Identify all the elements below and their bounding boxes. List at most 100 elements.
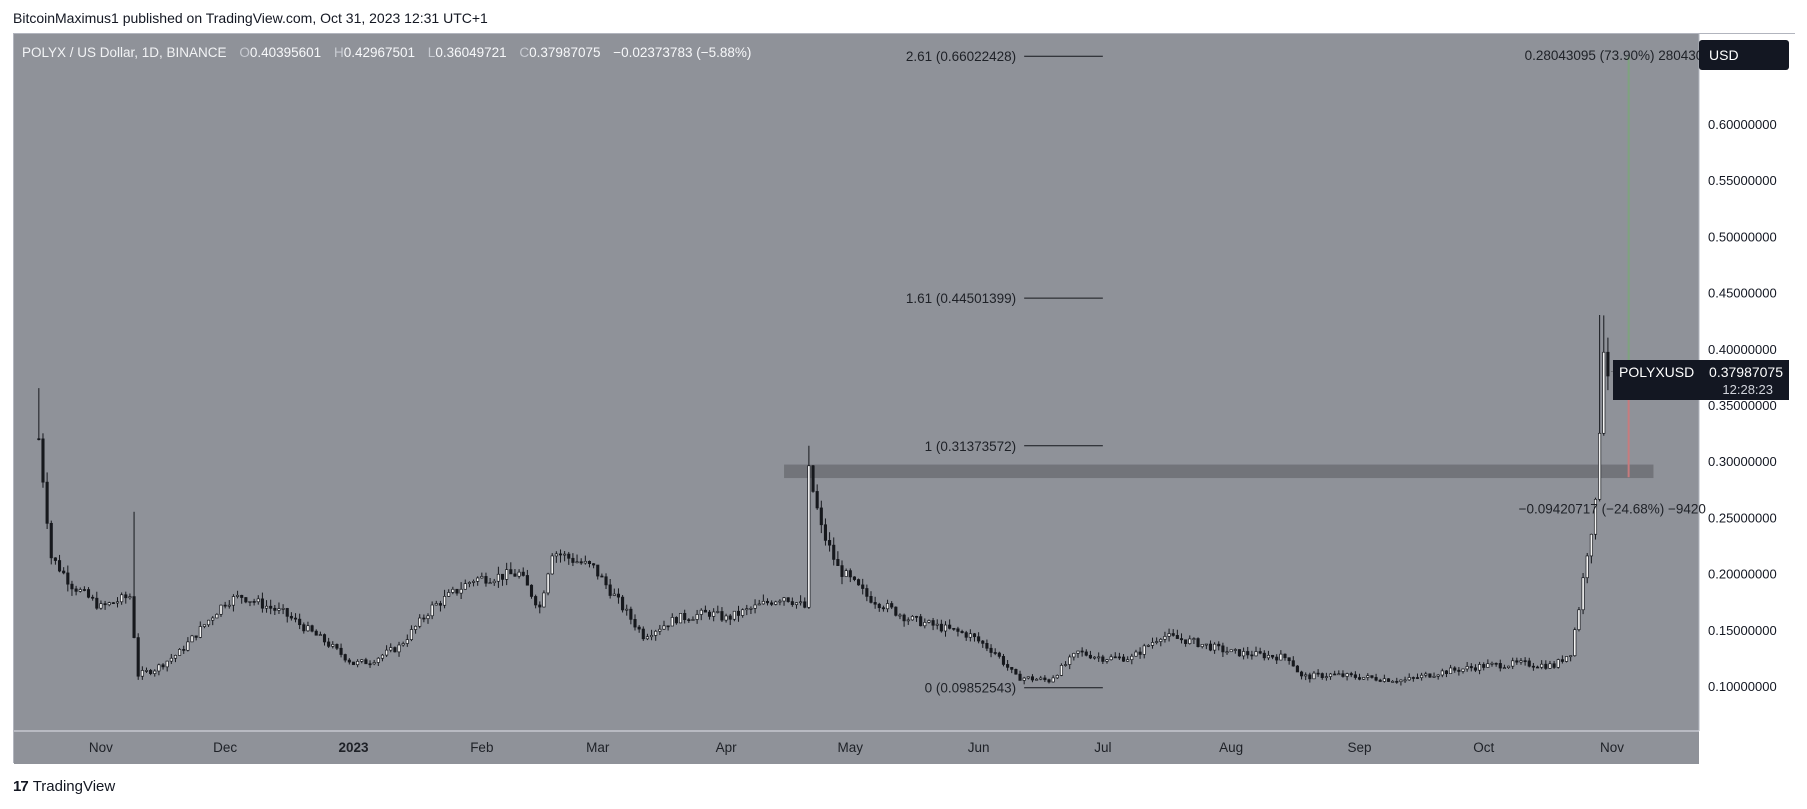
candle-body[interactable] bbox=[1440, 670, 1444, 676]
candle-body[interactable] bbox=[600, 575, 604, 578]
candle-body[interactable] bbox=[1337, 673, 1341, 676]
candle-body[interactable] bbox=[1146, 645, 1150, 647]
candle-body[interactable] bbox=[1039, 677, 1043, 680]
candle-body[interactable] bbox=[111, 602, 115, 604]
candle-body[interactable] bbox=[811, 465, 815, 492]
candle-body[interactable] bbox=[910, 616, 914, 621]
candle-body[interactable] bbox=[749, 608, 753, 610]
candle-body[interactable] bbox=[1076, 650, 1080, 654]
candle-body[interactable] bbox=[877, 603, 881, 609]
candle-body[interactable] bbox=[538, 604, 542, 608]
candle-body[interactable] bbox=[1130, 655, 1134, 660]
candle-body[interactable] bbox=[157, 664, 161, 672]
candle-body[interactable] bbox=[463, 583, 467, 590]
candle-body[interactable] bbox=[1010, 666, 1014, 670]
candle-body[interactable] bbox=[1527, 660, 1531, 667]
candle-body[interactable] bbox=[74, 588, 78, 592]
candle-body[interactable] bbox=[409, 629, 413, 640]
candle-body[interactable] bbox=[1101, 656, 1105, 662]
candle-body[interactable] bbox=[1055, 675, 1059, 679]
candle-body[interactable] bbox=[1279, 653, 1283, 661]
candle-body[interactable] bbox=[1366, 675, 1370, 678]
candle-body[interactable] bbox=[1523, 660, 1527, 663]
candle-body[interactable] bbox=[757, 603, 761, 606]
candle-body[interactable] bbox=[1328, 673, 1333, 677]
candle-body[interactable] bbox=[1482, 664, 1486, 668]
candle-body[interactable] bbox=[1175, 635, 1179, 639]
candle-body[interactable] bbox=[728, 615, 732, 620]
candle-body[interactable] bbox=[1047, 679, 1051, 683]
candle-body[interactable] bbox=[1407, 677, 1411, 681]
candle-body[interactable] bbox=[190, 635, 194, 643]
candle-body[interactable] bbox=[521, 571, 525, 576]
candle-body[interactable] bbox=[1341, 673, 1345, 677]
candle-body[interactable] bbox=[236, 594, 240, 597]
candle-body[interactable] bbox=[1420, 674, 1424, 679]
candle-body[interactable] bbox=[443, 596, 447, 606]
candle-body[interactable] bbox=[53, 557, 57, 561]
candle-body[interactable] bbox=[699, 609, 703, 615]
candle-body[interactable] bbox=[496, 573, 500, 582]
candle-body[interactable] bbox=[977, 636, 981, 642]
candle-body[interactable] bbox=[1494, 662, 1498, 665]
candle-body[interactable] bbox=[1159, 639, 1163, 642]
candle-body[interactable] bbox=[931, 620, 935, 626]
candle-body[interactable] bbox=[1018, 673, 1022, 681]
candle-body[interactable] bbox=[281, 608, 285, 610]
candle-body[interactable] bbox=[658, 628, 662, 632]
candle-body[interactable] bbox=[687, 619, 691, 622]
candle-body[interactable] bbox=[1237, 649, 1242, 657]
candle-body[interactable] bbox=[943, 624, 948, 632]
candle-body[interactable] bbox=[1188, 638, 1192, 644]
candle-body[interactable] bbox=[592, 563, 596, 566]
candle-body[interactable] bbox=[1585, 555, 1589, 579]
candle-body[interactable] bbox=[471, 580, 476, 583]
candle-body[interactable] bbox=[1399, 679, 1403, 683]
candle-body[interactable] bbox=[215, 613, 219, 619]
candle-body[interactable] bbox=[873, 602, 877, 605]
candle-body[interactable] bbox=[149, 670, 153, 674]
candle-body[interactable] bbox=[894, 606, 898, 616]
candle-body[interactable] bbox=[1436, 674, 1440, 677]
candle-body[interactable] bbox=[182, 649, 186, 651]
candle-body[interactable] bbox=[136, 637, 140, 677]
candle-body[interactable] bbox=[886, 603, 890, 610]
candle-body[interactable] bbox=[426, 615, 430, 620]
candle-body[interactable] bbox=[505, 569, 509, 580]
candle-body[interactable] bbox=[1072, 653, 1076, 658]
candle-body[interactable] bbox=[99, 603, 103, 609]
candle-body[interactable] bbox=[1353, 674, 1357, 678]
candle-body[interactable] bbox=[103, 603, 107, 606]
tradingview-brand[interactable]: 17 TradingView bbox=[13, 778, 115, 795]
candle-body[interactable] bbox=[49, 522, 53, 559]
candle-body[interactable] bbox=[774, 601, 778, 605]
candle-body[interactable] bbox=[765, 600, 770, 604]
candle-body[interactable] bbox=[1059, 665, 1063, 676]
candle-body[interactable] bbox=[447, 592, 451, 597]
candle-body[interactable] bbox=[82, 589, 86, 591]
candle-body[interactable] bbox=[1544, 663, 1548, 669]
candle-body[interactable] bbox=[397, 644, 401, 653]
candle-body[interactable] bbox=[861, 584, 865, 589]
candle-body[interactable] bbox=[306, 625, 310, 632]
candle-body[interactable] bbox=[844, 570, 848, 577]
candle-body[interactable] bbox=[534, 596, 538, 606]
candle-body[interactable] bbox=[587, 560, 592, 565]
candle-body[interactable] bbox=[70, 583, 74, 590]
candle-body[interactable] bbox=[1080, 650, 1084, 653]
candle-body[interactable] bbox=[608, 584, 612, 596]
candle-body[interactable] bbox=[517, 571, 521, 577]
candle-body[interactable] bbox=[1403, 679, 1407, 682]
candle-body[interactable] bbox=[492, 580, 496, 584]
candle-body[interactable] bbox=[289, 615, 293, 619]
candle-body[interactable] bbox=[1511, 660, 1515, 667]
candle-body[interactable] bbox=[107, 602, 111, 606]
candle-body[interactable] bbox=[1043, 677, 1047, 681]
candle-body[interactable] bbox=[840, 565, 844, 577]
candle-body[interactable] bbox=[513, 573, 517, 577]
candle-body[interactable] bbox=[1581, 577, 1585, 611]
candle-body[interactable] bbox=[948, 624, 952, 629]
candle-body[interactable] bbox=[169, 657, 173, 662]
candle-body[interactable] bbox=[1304, 674, 1308, 677]
candle-body[interactable] bbox=[62, 570, 66, 574]
